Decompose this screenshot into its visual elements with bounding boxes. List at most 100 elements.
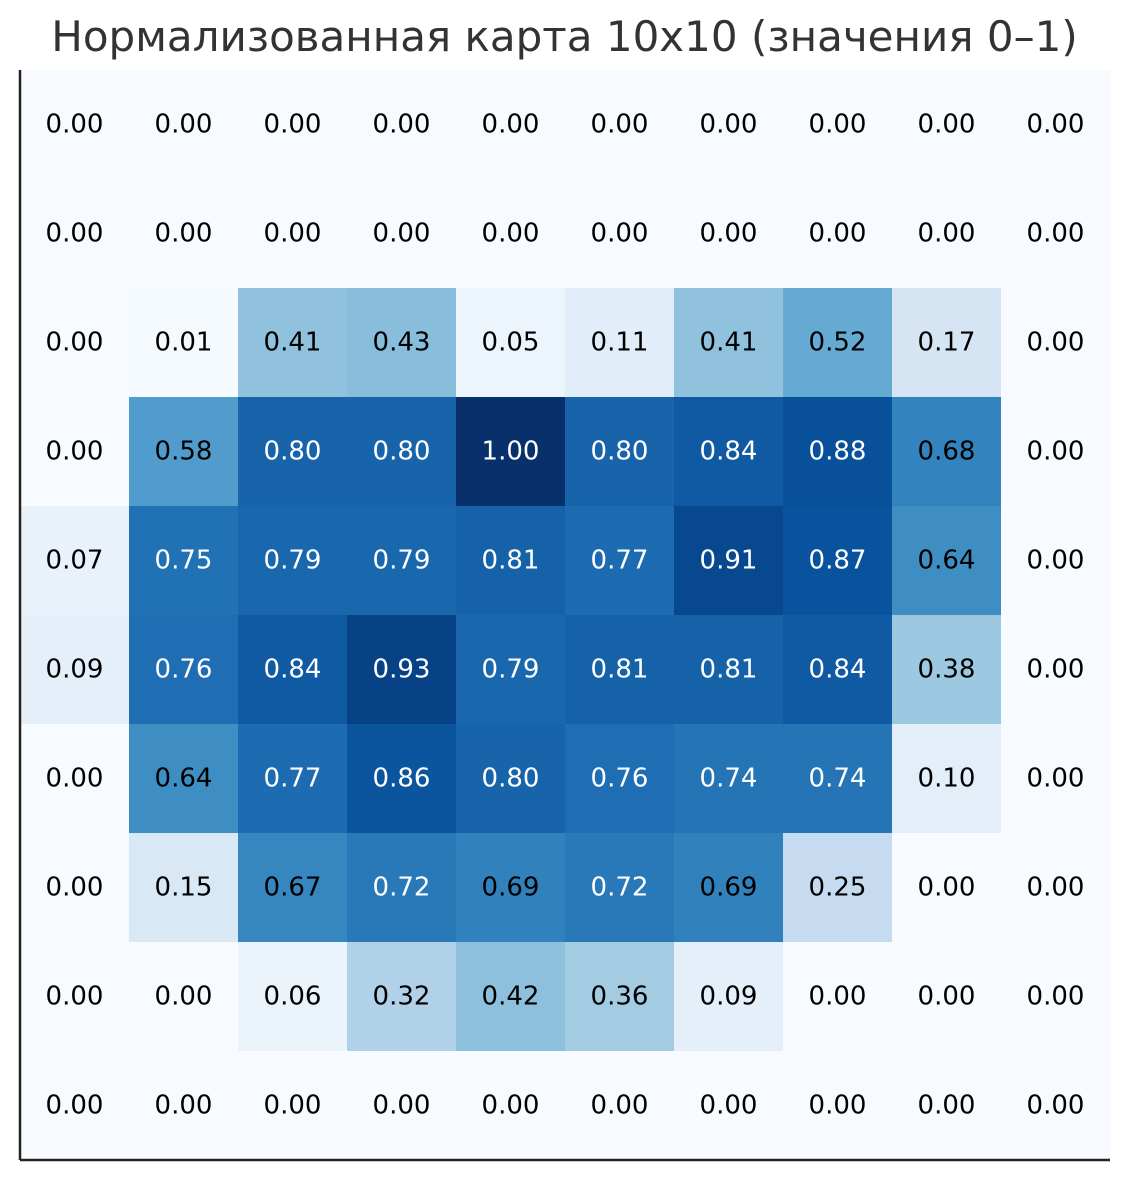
heatmap-cell-label: 0.80 <box>264 437 322 467</box>
heatmap-cell <box>456 833 566 943</box>
heatmap-cell <box>347 397 457 507</box>
heatmap-cell <box>347 724 457 834</box>
heatmap-cell <box>565 179 675 289</box>
heatmap-cell-label: 0.00 <box>591 219 649 249</box>
heatmap-cell-label: 0.87 <box>809 546 867 576</box>
heatmap-cell-label: 0.41 <box>264 328 322 358</box>
heatmap-cell-label: 0.00 <box>46 110 104 140</box>
heatmap-cell-label: 0.00 <box>155 219 213 249</box>
heatmap-cell-label: 0.00 <box>809 1091 867 1121</box>
heatmap-cell-label: 0.06 <box>264 982 322 1012</box>
heatmap-cell-label: 0.00 <box>373 219 431 249</box>
heatmap-cell <box>20 1051 130 1161</box>
heatmap-cell <box>238 506 348 616</box>
heatmap-cell-label: 0.72 <box>591 873 649 903</box>
heatmap-cell-label: 0.15 <box>155 873 213 903</box>
heatmap-cell <box>238 942 348 1052</box>
heatmap-cell-label: 0.00 <box>264 110 322 140</box>
heatmap-cell <box>347 1051 457 1161</box>
heatmap-cell <box>456 397 566 507</box>
heatmap-cell-label: 0.00 <box>809 982 867 1012</box>
heatmap-cell-label: 0.38 <box>918 655 976 685</box>
heatmap-cell <box>20 179 130 289</box>
heatmap-cell-label: 0.05 <box>482 328 540 358</box>
heatmap-cell-label: 0.00 <box>155 1091 213 1121</box>
heatmap-cell-label: 0.77 <box>591 546 649 576</box>
heatmap-cell <box>20 615 130 725</box>
heatmap-cell-label: 0.77 <box>264 764 322 794</box>
heatmap-cell-label: 0.76 <box>591 764 649 794</box>
heatmap-cell <box>20 506 130 616</box>
heatmap-cell-label: 0.84 <box>264 655 322 685</box>
heatmap-cell <box>783 70 893 180</box>
heatmap-cell <box>892 397 1002 507</box>
heatmap-cell <box>674 724 784 834</box>
heatmap-cell <box>238 179 348 289</box>
heatmap-cell <box>129 288 239 398</box>
heatmap-cell-label: 0.00 <box>46 328 104 358</box>
heatmap-cell-label: 0.00 <box>1027 873 1085 903</box>
heatmap-cell <box>565 506 675 616</box>
heatmap-cell-label: 0.80 <box>373 437 431 467</box>
heatmap-cell <box>892 179 1002 289</box>
heatmap-cell <box>892 833 1002 943</box>
heatmap-cell <box>1001 179 1111 289</box>
heatmap-cell-label: 0.00 <box>591 110 649 140</box>
heatmap-cell-label: 0.79 <box>482 655 540 685</box>
heatmap-cell-label: 1.00 <box>482 437 540 467</box>
heatmap-cell <box>565 724 675 834</box>
heatmap-cell-label: 0.00 <box>373 110 431 140</box>
heatmap-cell-label: 0.41 <box>700 328 758 358</box>
heatmap-cell <box>347 942 457 1052</box>
heatmap-cell <box>565 833 675 943</box>
heatmap-cell <box>674 1051 784 1161</box>
heatmap-cell-label: 0.00 <box>809 219 867 249</box>
heatmap-cell-label: 0.00 <box>591 1091 649 1121</box>
heatmap-cell <box>565 397 675 507</box>
heatmap-cells <box>20 70 1111 1161</box>
heatmap-cell-label: 0.81 <box>700 655 758 685</box>
heatmap-cell-label: 0.07 <box>46 546 104 576</box>
heatmap-cell <box>783 506 893 616</box>
heatmap-cell-label: 0.00 <box>264 1091 322 1121</box>
heatmap-cell-label: 0.00 <box>1027 982 1085 1012</box>
heatmap-cell-labels: 0.00 0.00 0.00 0.00 0.00 0.00 0.00 0.00 0.00 0.00… <box>46 110 1085 1121</box>
heatmap-cell <box>892 615 1002 725</box>
heatmap-cell-label: 0.00 <box>1027 328 1085 358</box>
heatmap-cell-label: 0.80 <box>482 764 540 794</box>
heatmap-cell <box>456 724 566 834</box>
heatmap-cell-label: 0.09 <box>700 982 758 1012</box>
heatmap-cell <box>20 288 130 398</box>
chart-title: Нормализованная карта 10x10 (значения 0–… <box>51 12 1078 61</box>
heatmap-cell-label: 0.64 <box>918 546 976 576</box>
heatmap-cell <box>892 724 1002 834</box>
heatmap-cell <box>674 506 784 616</box>
heatmap-cell <box>238 724 348 834</box>
heatmap-cell <box>238 615 348 725</box>
heatmap-cell-label: 0.00 <box>373 1091 431 1121</box>
heatmap-cell-label: 0.80 <box>591 437 649 467</box>
heatmap-cell <box>129 615 239 725</box>
heatmap-cell <box>1001 833 1111 943</box>
heatmap-cell <box>565 1051 675 1161</box>
heatmap-cell <box>565 615 675 725</box>
heatmap-cell-label: 0.00 <box>1027 546 1085 576</box>
heatmap-cell <box>1001 506 1111 616</box>
heatmap-cell-label: 0.00 <box>918 219 976 249</box>
heatmap-cell-label: 0.32 <box>373 982 431 1012</box>
heatmap-cell-label: 0.00 <box>482 1091 540 1121</box>
heatmap-cell-label: 0.00 <box>482 219 540 249</box>
heatmap-cell-label: 0.10 <box>918 764 976 794</box>
heatmap-cell-label: 0.00 <box>700 110 758 140</box>
heatmap-cell-label: 0.00 <box>482 110 540 140</box>
heatmap-cell-label: 0.74 <box>809 764 867 794</box>
heatmap-cell <box>456 942 566 1052</box>
heatmap-cell-label: 0.17 <box>918 328 976 358</box>
heatmap-cell-label: 0.74 <box>700 764 758 794</box>
heatmap-cell <box>783 1051 893 1161</box>
heatmap-cell-label: 0.01 <box>155 328 213 358</box>
heatmap-cell <box>129 506 239 616</box>
heatmap-cell-label: 0.69 <box>700 873 758 903</box>
heatmap-cell-label: 0.42 <box>482 982 540 1012</box>
heatmap-cell <box>1001 1051 1111 1161</box>
